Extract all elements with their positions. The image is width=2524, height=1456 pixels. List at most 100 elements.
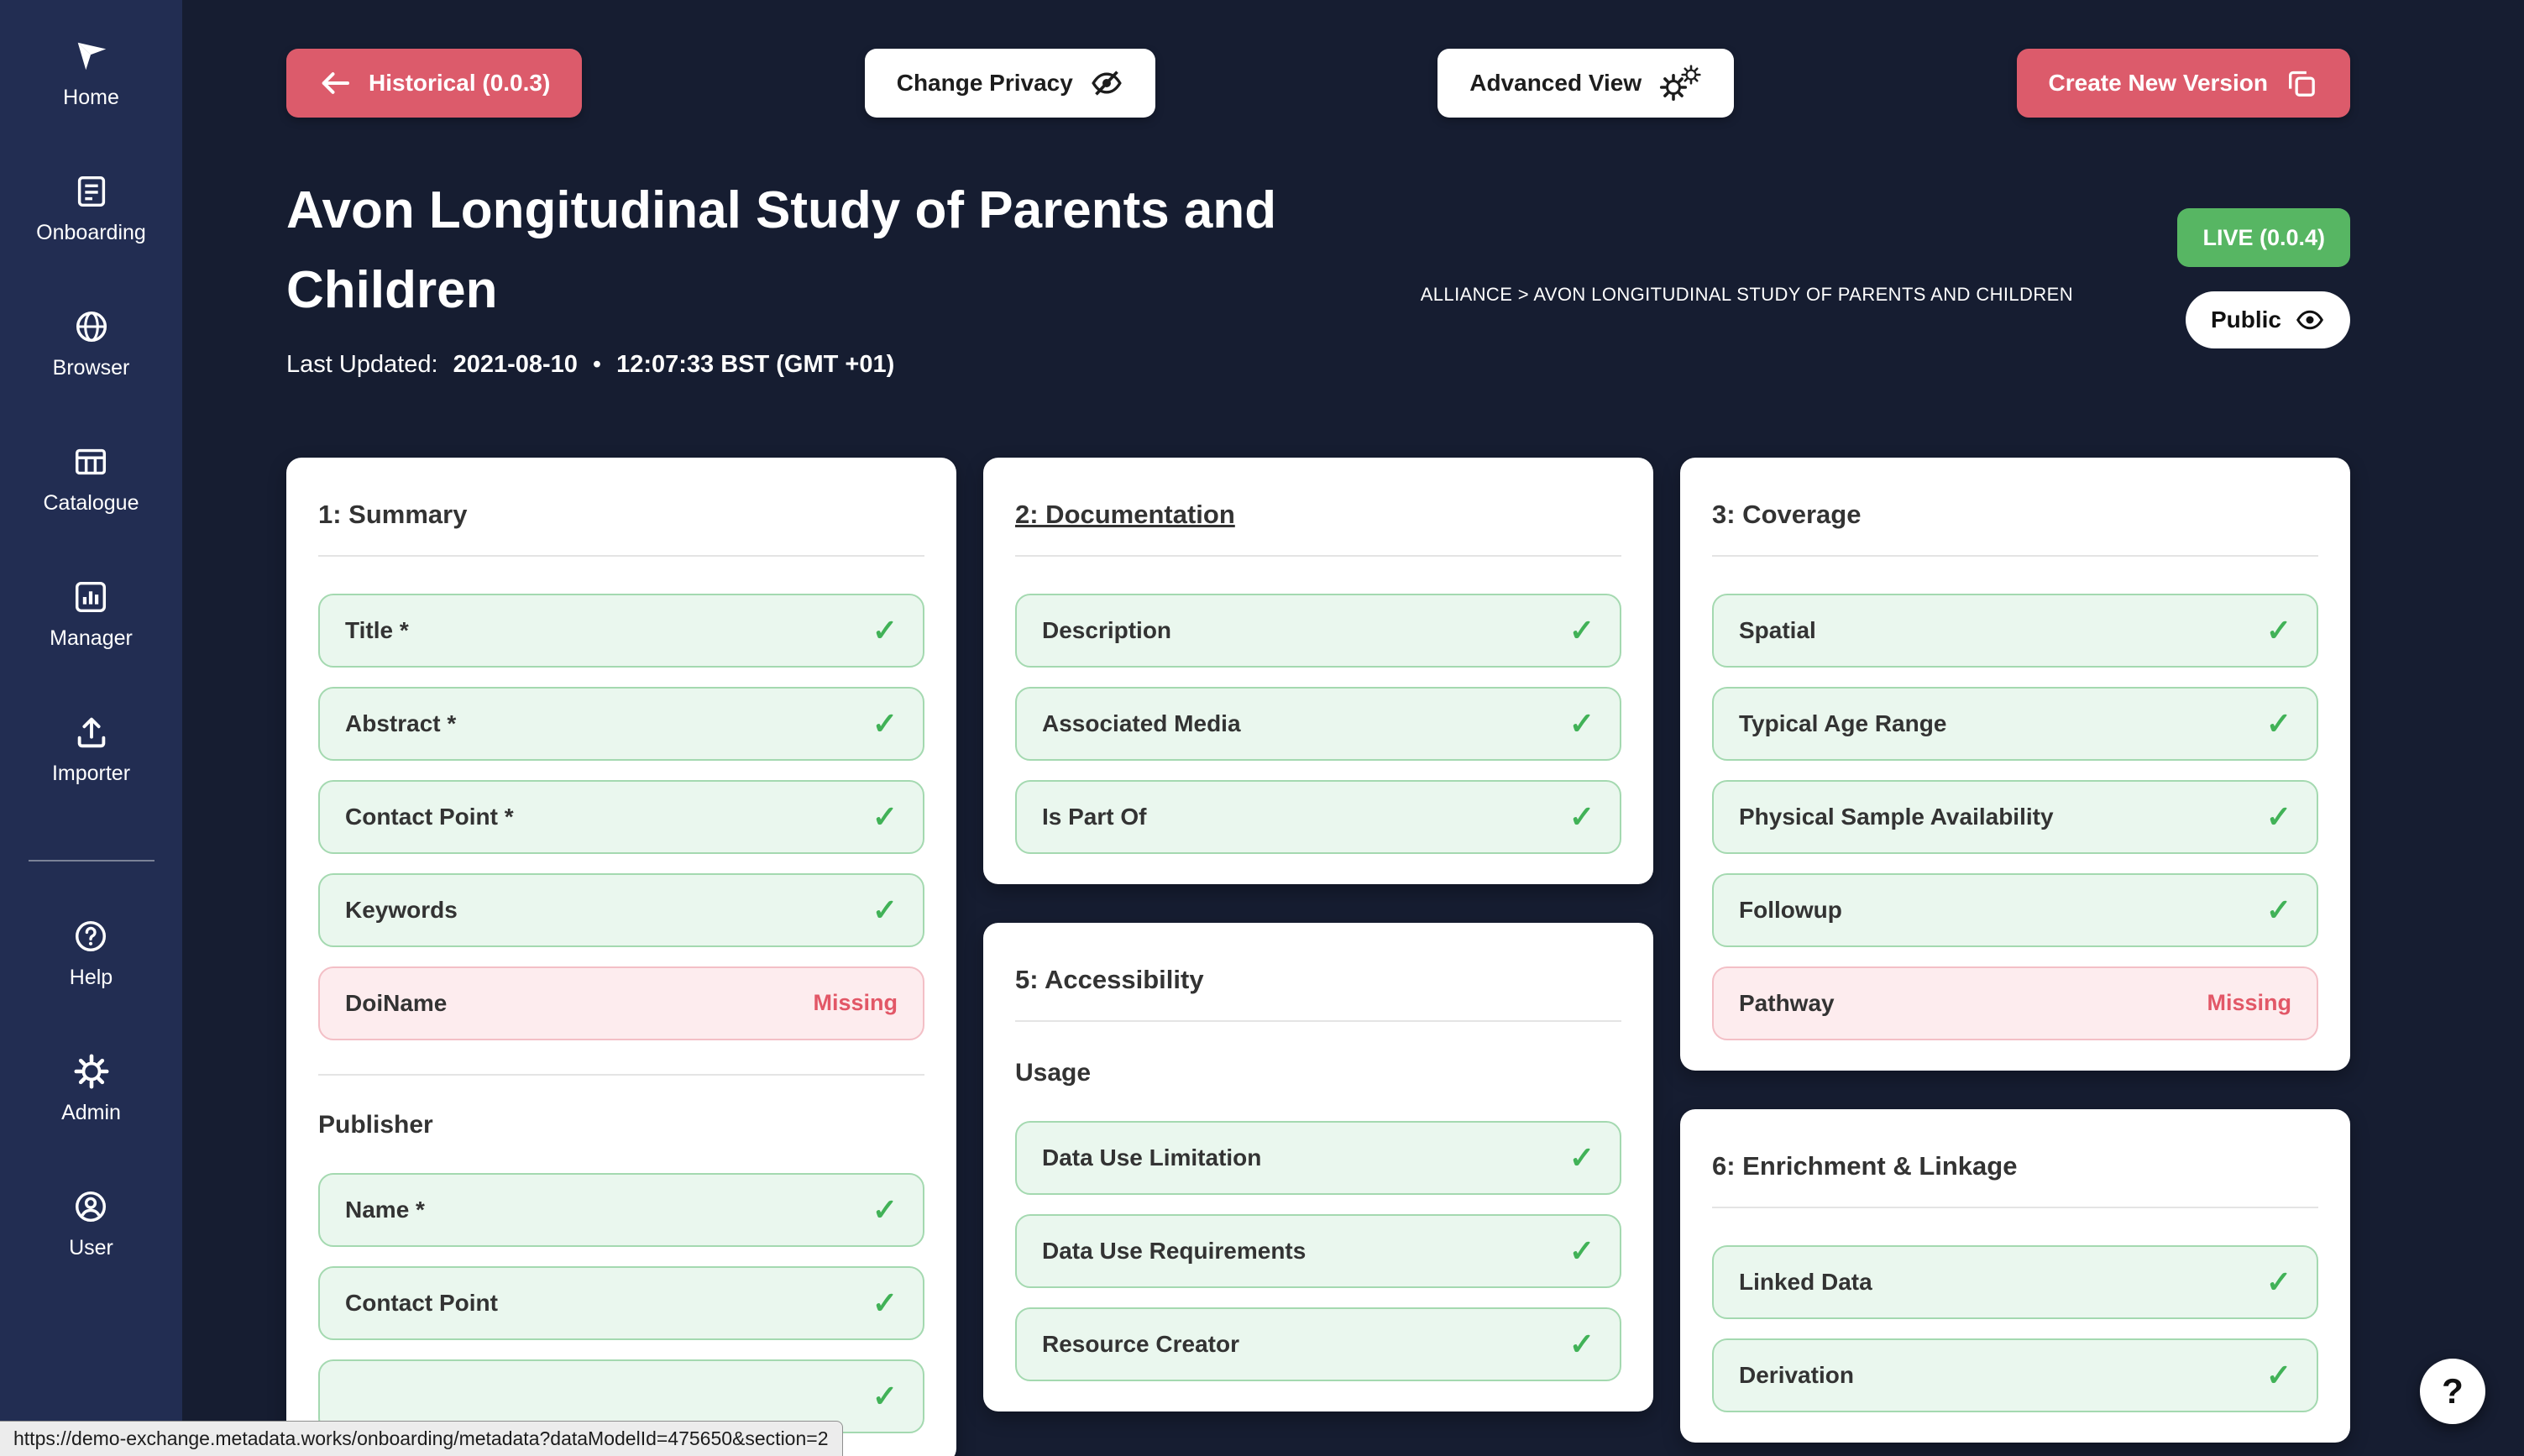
create-new-version-button[interactable]: Create New Version bbox=[2016, 49, 2350, 118]
field-label: Physical Sample Availability bbox=[1739, 803, 2054, 830]
historical-button-label: Historical (0.0.3) bbox=[369, 70, 551, 96]
field-spatial[interactable]: Spatial ✓ bbox=[1712, 593, 2318, 668]
visibility-label: Public bbox=[2210, 306, 2281, 333]
check-icon: ✓ bbox=[872, 1192, 898, 1227]
field-publisher-contact-point[interactable]: Contact Point ✓ bbox=[318, 1265, 924, 1340]
field-label: Description bbox=[1042, 616, 1172, 643]
field-keywords[interactable]: Keywords ✓ bbox=[318, 872, 924, 947]
advanced-view-button[interactable]: Advanced View bbox=[1437, 49, 1735, 118]
field-label: Derivation bbox=[1739, 1361, 1854, 1388]
sidebar-item-label: Admin bbox=[61, 1101, 121, 1124]
user-icon bbox=[71, 1187, 110, 1226]
cards-column-1: 1: Summary Title * ✓ Abstract * ✓ Contac… bbox=[286, 457, 956, 1456]
last-updated-date: 2021-08-10 bbox=[453, 350, 578, 378]
onboarding-icon bbox=[72, 172, 111, 211]
field-label: Spatial bbox=[1739, 616, 1816, 643]
field-label: Data Use Limitation bbox=[1042, 1144, 1262, 1171]
card-summary: 1: Summary Title * ✓ Abstract * ✓ Contac… bbox=[286, 457, 956, 1456]
check-icon: ✓ bbox=[1568, 612, 1595, 647]
cards-column-3: 3: Coverage Spatial ✓ Typical Age Range … bbox=[1680, 457, 2350, 1443]
table-icon bbox=[71, 443, 110, 481]
field-label: Followup bbox=[1739, 896, 1842, 923]
field-label: DoiName bbox=[345, 989, 448, 1016]
field-pathway[interactable]: Pathway Missing bbox=[1712, 966, 2318, 1040]
divider bbox=[318, 554, 924, 557]
back-arrow-icon bbox=[318, 66, 352, 100]
field-is-part-of[interactable]: Is Part Of ✓ bbox=[1015, 779, 1621, 854]
field-contact-point[interactable]: Contact Point * ✓ bbox=[318, 779, 924, 854]
help-floating-button[interactable]: ? bbox=[2420, 1359, 2485, 1424]
card-summary-title[interactable]: 1: Summary bbox=[318, 499, 468, 529]
sidebar-item-label: Manager bbox=[50, 626, 133, 650]
field-label: Associated Media bbox=[1042, 710, 1241, 736]
gear-small-icon bbox=[1680, 64, 1702, 86]
card-accessibility-title[interactable]: 5: Accessibility bbox=[1015, 964, 1204, 994]
check-icon: ✓ bbox=[2265, 705, 2291, 741]
sidebar-item-label: User bbox=[69, 1236, 113, 1260]
help-icon bbox=[71, 917, 110, 956]
check-icon: ✓ bbox=[2265, 799, 2291, 834]
check-icon: ✓ bbox=[2265, 1264, 2291, 1299]
last-updated: Last Updated: 2021-08-10 • 12:07:33 BST … bbox=[286, 351, 2350, 379]
field-publisher-name[interactable]: Name * ✓ bbox=[318, 1172, 924, 1247]
field-label: Data Use Requirements bbox=[1042, 1237, 1307, 1264]
field-followup[interactable]: Followup ✓ bbox=[1712, 872, 2318, 947]
field-label: Contact Point * bbox=[345, 803, 514, 830]
field-typical-age-range[interactable]: Typical Age Range ✓ bbox=[1712, 686, 2318, 761]
sidebar-item-home[interactable]: Home bbox=[63, 37, 119, 110]
bullet-separator: • bbox=[592, 350, 602, 378]
field-resource-creator[interactable]: Resource Creator ✓ bbox=[1015, 1307, 1621, 1381]
gear-icon bbox=[72, 1052, 111, 1091]
publisher-heading: Publisher bbox=[318, 1110, 433, 1139]
field-label: Resource Creator bbox=[1042, 1330, 1239, 1357]
field-derivation[interactable]: Derivation ✓ bbox=[1712, 1338, 2318, 1412]
field-physical-sample-availability[interactable]: Physical Sample Availability ✓ bbox=[1712, 779, 2318, 854]
card-accessibility: 5: Accessibility Usage Data Use Limitati… bbox=[983, 922, 1653, 1411]
visibility-badge[interactable]: Public bbox=[2185, 291, 2350, 348]
field-title[interactable]: Title * ✓ bbox=[318, 593, 924, 668]
status-bar-link-preview: https://demo-exchange.metadata.works/onb… bbox=[0, 1421, 843, 1456]
check-icon: ✓ bbox=[2265, 612, 2291, 647]
check-icon: ✓ bbox=[872, 799, 898, 834]
field-linked-data[interactable]: Linked Data ✓ bbox=[1712, 1244, 2318, 1319]
sidebar-item-user[interactable]: User bbox=[69, 1187, 113, 1260]
main-content: Historical (0.0.3) Change Privacy Advanc… bbox=[182, 0, 2524, 1456]
toolbar: Historical (0.0.3) Change Privacy Advanc… bbox=[286, 49, 2350, 118]
card-enrichment-title[interactable]: 6: Enrichment & Linkage bbox=[1712, 1150, 2018, 1181]
live-version-badge: LIVE (0.0.4) bbox=[2177, 208, 2350, 267]
sidebar-item-admin[interactable]: Admin bbox=[61, 1052, 121, 1125]
field-abstract[interactable]: Abstract * ✓ bbox=[318, 686, 924, 761]
field-label: Abstract * bbox=[345, 710, 457, 736]
sidebar-item-label: Home bbox=[63, 86, 119, 109]
last-updated-time: 12:07:33 BST (GMT +01) bbox=[616, 350, 895, 378]
check-icon: ✓ bbox=[2265, 892, 2291, 927]
sidebar-item-help[interactable]: Help bbox=[70, 917, 113, 990]
field-description[interactable]: Description ✓ bbox=[1015, 593, 1621, 668]
card-documentation-title[interactable]: 2: Documentation bbox=[1015, 499, 1235, 529]
field-label: Linked Data bbox=[1739, 1268, 1872, 1295]
usage-heading: Usage bbox=[1015, 1058, 1092, 1087]
card-coverage-title[interactable]: 3: Coverage bbox=[1712, 499, 1862, 529]
field-doiname[interactable]: DoiName Missing bbox=[318, 966, 924, 1040]
check-icon: ✓ bbox=[872, 892, 898, 927]
field-data-use-limitation[interactable]: Data Use Limitation ✓ bbox=[1015, 1120, 1621, 1195]
cards-column-2: 2: Documentation Description ✓ Associate… bbox=[983, 457, 1653, 1411]
check-icon: ✓ bbox=[1568, 1233, 1595, 1268]
upload-icon bbox=[72, 713, 111, 752]
breadcrumb[interactable]: ALLIANCE > AVON LONGITUDINAL STUDY OF PA… bbox=[1420, 284, 2073, 305]
sidebar-item-catalogue[interactable]: Catalogue bbox=[44, 443, 139, 516]
field-data-use-requirements[interactable]: Data Use Requirements ✓ bbox=[1015, 1213, 1621, 1288]
historical-button[interactable]: Historical (0.0.3) bbox=[286, 49, 583, 118]
field-label: Pathway bbox=[1739, 989, 1835, 1016]
sidebar-item-browser[interactable]: Browser bbox=[53, 307, 129, 380]
field-label: Name * bbox=[345, 1196, 425, 1223]
sidebar-item-manager[interactable]: Manager bbox=[50, 578, 133, 651]
divider bbox=[1712, 1206, 2318, 1208]
divider bbox=[318, 1073, 924, 1076]
sidebar-item-onboarding[interactable]: Onboarding bbox=[36, 172, 146, 245]
check-icon: ✓ bbox=[2265, 1357, 2291, 1392]
change-privacy-button[interactable]: Change Privacy bbox=[864, 49, 1155, 118]
field-associated-media[interactable]: Associated Media ✓ bbox=[1015, 686, 1621, 761]
sidebar-item-importer[interactable]: Importer bbox=[52, 713, 130, 786]
check-icon: ✓ bbox=[1568, 799, 1595, 834]
